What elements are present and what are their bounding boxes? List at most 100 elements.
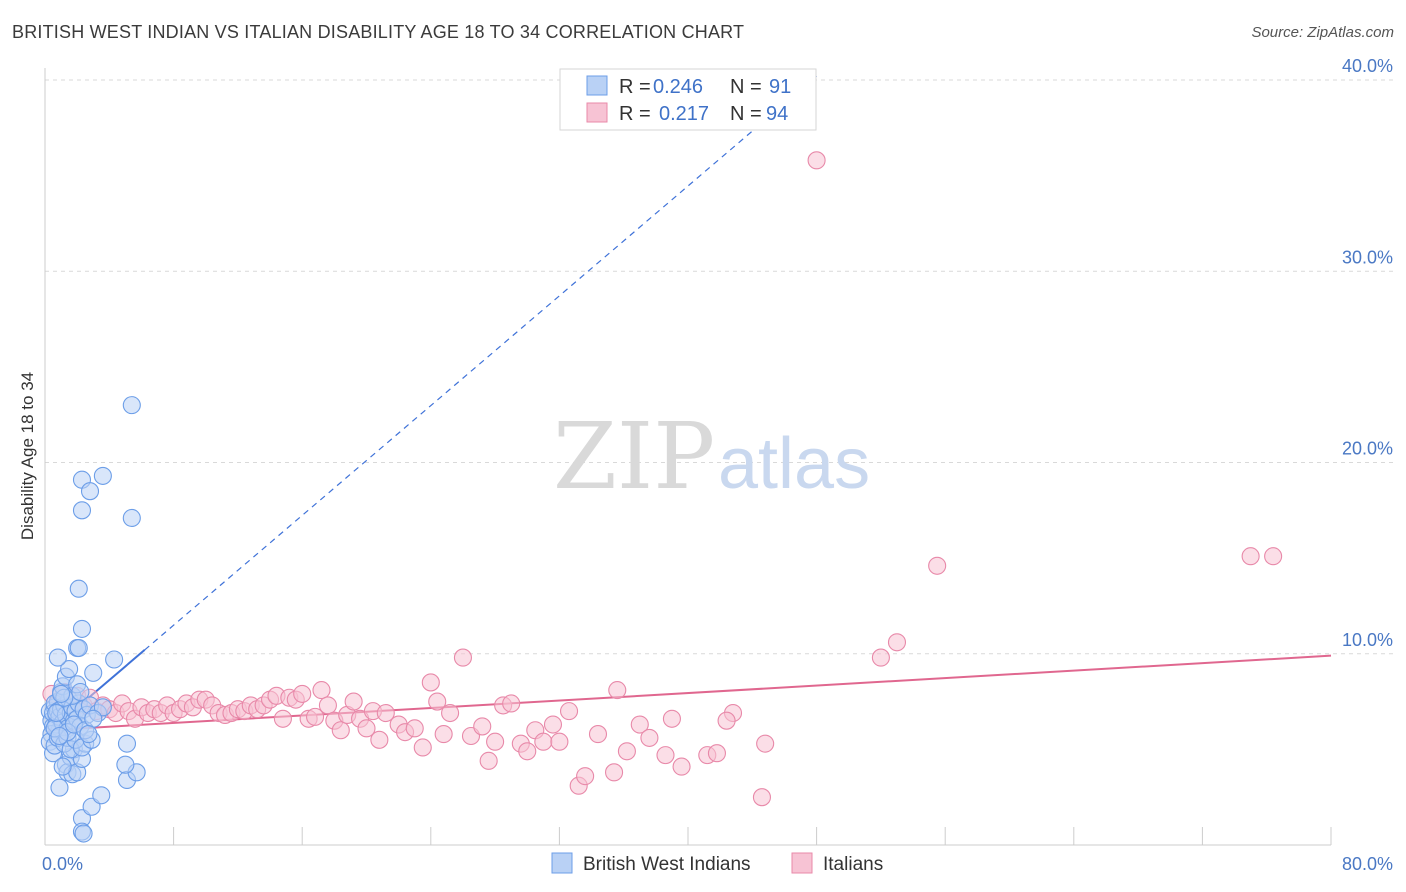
point-italian — [871, 648, 890, 667]
point-british-west-indian — [60, 659, 79, 679]
point-british-west-indian — [84, 663, 103, 682]
point-italian — [518, 742, 537, 761]
point-italian — [752, 788, 771, 807]
point-italian — [1241, 547, 1260, 566]
legend-swatch-pink — [586, 102, 608, 123]
point-italian — [479, 751, 498, 770]
y-axis-label: Disability Age 18 to 34 — [18, 372, 37, 540]
legend-r-value: 0.246 — [653, 76, 703, 98]
point-italian — [434, 725, 453, 744]
point-british-west-indian — [79, 725, 98, 744]
point-italian — [656, 746, 675, 765]
x-tick-label: 80.0% — [1342, 854, 1393, 874]
legend-r-value: 0.217 — [659, 103, 709, 125]
point-british-west-indian — [72, 619, 92, 638]
trend-line-blue-extension — [144, 75, 817, 651]
point-italian — [312, 681, 331, 700]
x-tick-label: 0.0% — [42, 854, 83, 874]
bottom-legend-label: Italians — [823, 854, 883, 875]
bottom-legend: British West Indians Italians — [551, 852, 883, 875]
point-italian — [405, 719, 424, 738]
point-british-west-indian — [80, 482, 100, 501]
bottom-legend-swatch-blue — [551, 852, 573, 874]
point-italian — [331, 721, 350, 740]
points-layer — [40, 151, 1283, 843]
point-italian — [421, 673, 440, 692]
point-italian — [344, 692, 363, 711]
point-italian — [370, 730, 389, 749]
point-italian — [559, 702, 579, 721]
point-british-west-indian — [48, 648, 67, 667]
point-british-west-indian — [117, 734, 137, 753]
point-british-west-indian — [50, 778, 69, 797]
legend-swatch-blue — [586, 75, 608, 96]
y-tick-label: 10.0% — [1342, 630, 1393, 650]
point-italian — [428, 692, 447, 711]
point-british-west-indian — [69, 638, 88, 658]
point-italian — [608, 681, 627, 700]
point-italian — [502, 694, 521, 713]
legend-r-label: R = — [619, 76, 651, 98]
y-tick-label: 30.0% — [1342, 247, 1393, 267]
grid-layer — [45, 79, 1394, 655]
point-italian — [928, 556, 947, 575]
point-italian — [534, 732, 553, 751]
tick-labels: 10.0% 20.0% 30.0% 40.0% 0.0% 80.0% — [42, 56, 1393, 874]
point-italian — [273, 709, 292, 728]
point-italian — [807, 151, 826, 170]
legend-n-label: N = — [730, 103, 762, 125]
point-italian — [717, 711, 736, 730]
point-italian — [672, 757, 691, 776]
point-british-west-indian — [47, 703, 66, 723]
point-italian — [1264, 547, 1283, 566]
point-italian — [576, 767, 595, 786]
point-british-west-indian — [92, 786, 111, 805]
point-british-west-indian — [122, 508, 141, 528]
legend-n-value: 91 — [769, 76, 791, 98]
point-british-west-indian — [116, 755, 135, 774]
point-italian — [486, 732, 505, 751]
point-italian — [318, 696, 337, 715]
point-italian — [756, 734, 775, 753]
point-italian — [550, 732, 569, 751]
point-italian — [413, 738, 432, 757]
point-italian — [441, 703, 460, 723]
bottom-legend-label: British West Indians — [583, 854, 751, 875]
point-italian — [605, 763, 624, 782]
point-british-west-indian — [74, 824, 93, 843]
y-tick-label: 20.0% — [1342, 439, 1393, 459]
y-tick-label: 40.0% — [1342, 56, 1393, 76]
legend-r-label: R = — [619, 103, 651, 125]
legend-n-label: N = — [730, 76, 762, 98]
point-italian — [376, 703, 395, 723]
bottom-legend-swatch-pink — [791, 852, 813, 874]
watermark-atlas: atlas — [718, 424, 870, 504]
point-british-west-indian — [71, 682, 90, 702]
chart-title: BRITISH WEST INDIAN VS ITALIAN DISABILIT… — [12, 22, 745, 42]
watermark-zip: ZIP — [553, 403, 715, 510]
point-british-west-indian — [52, 684, 71, 703]
point-british-west-indian — [72, 501, 92, 520]
point-british-west-indian — [84, 709, 103, 728]
point-british-west-indian — [53, 757, 72, 776]
point-italian — [640, 728, 659, 747]
legend-box: R = 0.246 N = 91 R = 0.217 N = 94 — [559, 68, 817, 131]
source-label: Source: ZipAtlas.com — [1251, 24, 1394, 41]
trend-line-pink — [48, 654, 1332, 732]
point-italian — [306, 707, 325, 726]
point-british-west-indian — [69, 579, 88, 598]
point-british-west-indian — [93, 466, 112, 485]
point-italian — [293, 684, 312, 703]
point-italian — [617, 742, 636, 761]
point-italian — [630, 715, 649, 734]
point-italian — [887, 633, 907, 652]
point-italian — [357, 719, 376, 738]
legend-n-value: 94 — [766, 103, 788, 125]
point-british-west-indian — [122, 396, 141, 415]
point-italian — [707, 744, 726, 763]
point-british-west-indian — [50, 726, 69, 746]
point-italian — [588, 725, 608, 744]
point-italian — [543, 715, 563, 734]
point-italian — [473, 717, 492, 736]
